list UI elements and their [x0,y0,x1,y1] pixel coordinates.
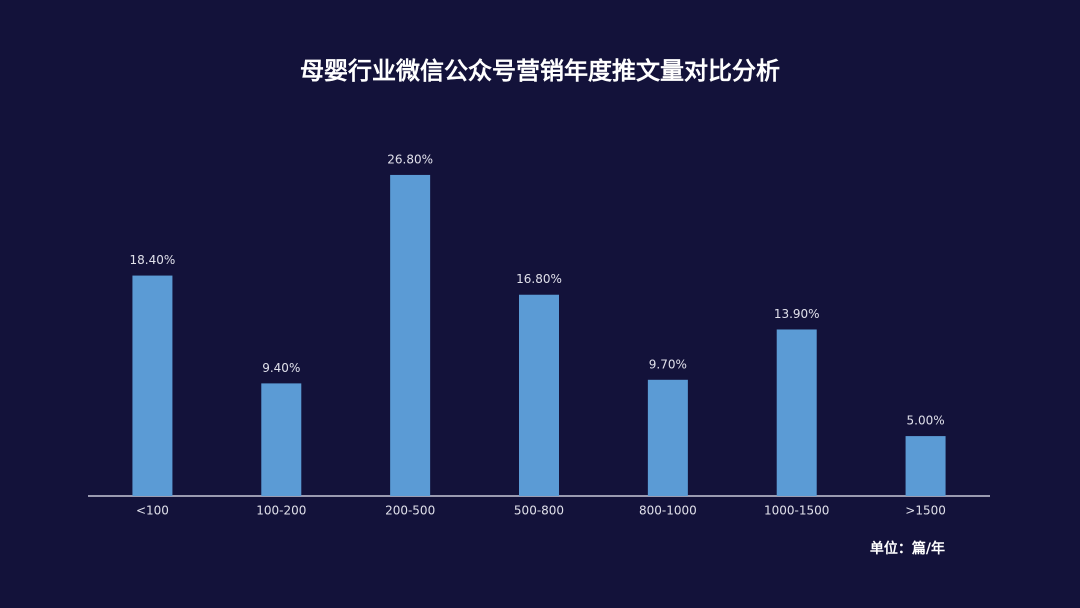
unit-note: 单位：篇/年 [870,540,945,557]
bar [390,174,431,496]
value-label: 13.90% [774,307,820,321]
x-tick-label: >1500 [905,504,946,518]
x-tick-label: 1000-1500 [764,504,829,518]
value-label: 26.80% [387,152,433,166]
x-tick-label: 200-500 [385,504,435,518]
chart-title: 母婴行业微信公众号营销年度推文量对比分析 [300,57,780,85]
bar [647,379,688,496]
value-label: 9.40% [262,361,300,375]
bar [132,275,173,496]
value-label: 5.00% [907,414,945,428]
value-label: 18.40% [130,253,176,267]
bar [519,294,559,496]
x-tick-label: 800-1000 [639,504,697,518]
x-tick-label: <100 [136,504,169,518]
x-tick-label: 100-200 [256,504,306,518]
bar [776,329,817,496]
bar [905,436,946,496]
value-label: 9.70% [649,357,687,371]
value-label: 16.80% [516,272,562,286]
bar [261,383,302,496]
x-tick-label: 500-800 [514,504,564,518]
